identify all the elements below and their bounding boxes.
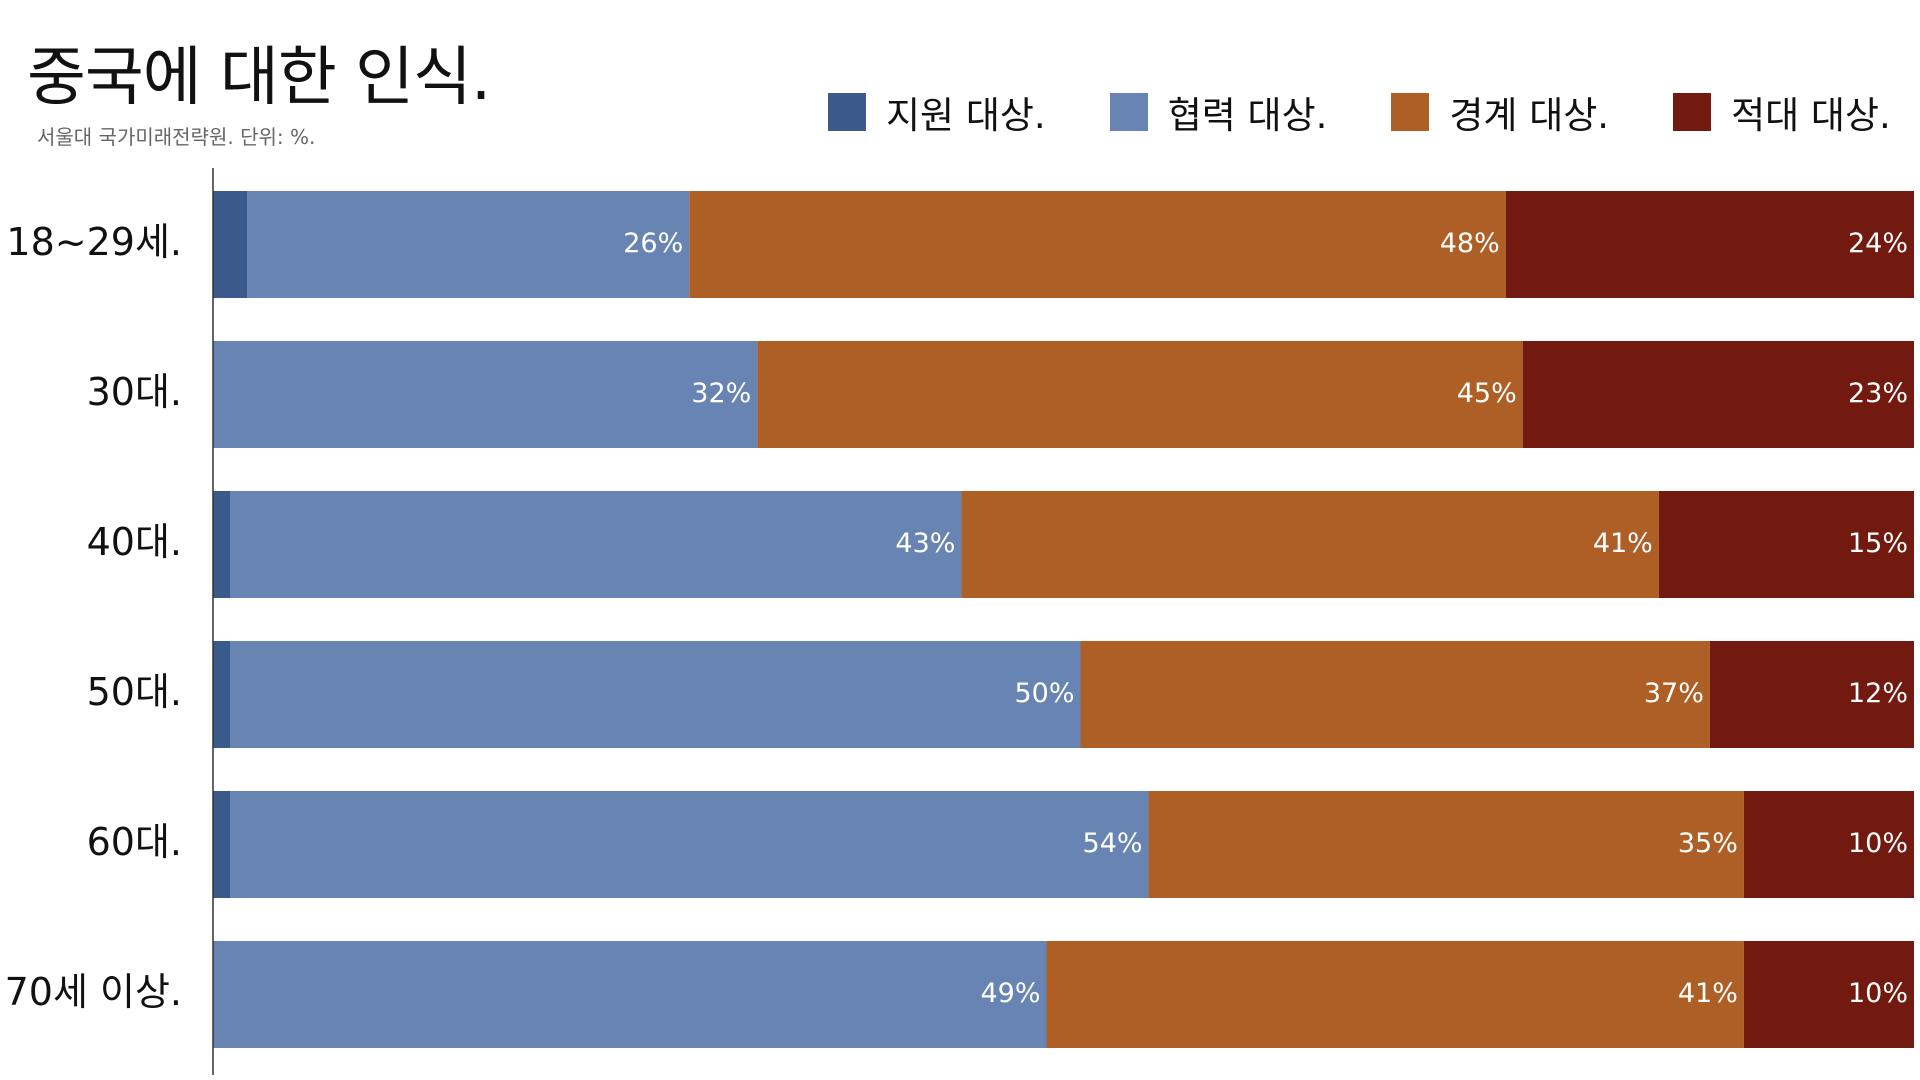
bar-segment-hostile [1505, 191, 1914, 298]
category-label: 70세 이상. [5, 970, 182, 1014]
bar-segment-caution [689, 191, 1506, 298]
category-label: 50대. [87, 670, 182, 714]
bar-segment-cooperation [247, 191, 690, 298]
bar-segment-caution [1080, 641, 1710, 748]
data-label-hostile: 10% [1848, 828, 1908, 859]
legend-label-support: 지원 대상. [886, 94, 1046, 137]
legend-item-cooperation: 협력 대상. [1109, 85, 1328, 139]
legend-swatch-support [828, 93, 866, 131]
legend-item-caution: 경계 대상. [1391, 85, 1609, 139]
bar-segment-cooperation [230, 641, 1081, 748]
data-label-caution: 48% [1440, 228, 1500, 259]
legend-swatch-hostile [1673, 93, 1712, 131]
bar-segment-support [213, 641, 231, 748]
legend-item-hostile: 적대 대상. [1673, 85, 1891, 139]
data-label-caution: 41% [1678, 978, 1738, 1009]
bar-segment-caution [1148, 791, 1744, 898]
bar-segment-hostile [1522, 341, 1914, 448]
data-label-hostile: 12% [1848, 678, 1908, 709]
bar-segment-hostile [1743, 941, 1914, 1048]
legend-item-support: 지원 대상. [828, 85, 1046, 139]
category-label: 60대. [87, 820, 182, 864]
bar-segment-cooperation [213, 941, 1047, 1048]
category-label: 18~29세. [6, 220, 182, 264]
bar-segment-support [213, 791, 231, 898]
category-label: 30대. [87, 370, 182, 414]
data-label-cooperation: 50% [1014, 678, 1074, 709]
data-label-hostile: 10% [1848, 978, 1908, 1009]
data-label-hostile: 15% [1848, 528, 1908, 559]
bar-segment-hostile [1658, 491, 1914, 598]
data-label-cooperation: 32% [691, 378, 751, 409]
data-label-caution: 37% [1644, 678, 1704, 709]
data-label-hostile: 24% [1848, 228, 1908, 259]
data-label-caution: 45% [1457, 378, 1517, 409]
data-label-caution: 41% [1593, 528, 1653, 559]
bar-segment-cooperation [213, 341, 758, 448]
data-label-cooperation: 43% [895, 528, 955, 559]
data-label-cooperation: 54% [1083, 828, 1143, 859]
bar-segment-hostile [1743, 791, 1914, 898]
data-label-cooperation: 49% [980, 978, 1040, 1009]
bar-segment-caution [757, 341, 1523, 448]
chart-title: 중국에 대한 인식. [27, 41, 491, 115]
legend-label-hostile: 적대 대상. [1731, 94, 1891, 137]
bar-segment-cooperation [230, 491, 962, 598]
bar-segment-caution [1046, 941, 1744, 1048]
bar-segment-cooperation [230, 791, 1149, 898]
bar-segment-caution [961, 491, 1659, 598]
data-label-caution: 35% [1678, 828, 1738, 859]
bar-segment-support [213, 491, 231, 598]
data-label-cooperation: 26% [623, 228, 683, 259]
category-label: 40대. [87, 520, 182, 564]
legend-swatch-caution [1391, 93, 1430, 131]
legend-label-cooperation: 협력 대상. [1167, 94, 1328, 137]
bar-segment-support [213, 191, 248, 298]
bar-segment-hostile [1709, 641, 1914, 748]
chart-subtitle: 서울대 국가미래전략원. 단위: %. [37, 125, 316, 149]
data-label-hostile: 23% [1848, 378, 1908, 409]
legend: 지원 대상. 협력 대상. 경계 대상. 적대 대상. [828, 85, 1891, 139]
legend-label-caution: 경계 대상. [1449, 94, 1610, 137]
legend-swatch-cooperation [1109, 93, 1148, 131]
